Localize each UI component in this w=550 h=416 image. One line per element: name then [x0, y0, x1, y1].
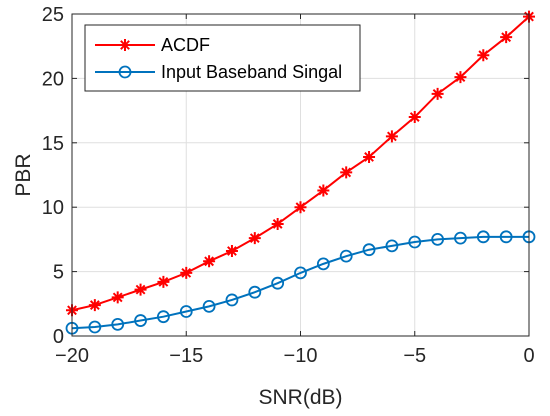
asterisk-marker-stroke — [271, 217, 284, 230]
asterisk-marker-stroke — [88, 299, 101, 312]
series-1-point — [180, 266, 193, 279]
series-1-point — [340, 166, 353, 179]
legend-label-1: ACDF — [161, 35, 210, 55]
series-1-point — [248, 232, 261, 245]
asterisk-marker-stroke — [385, 130, 398, 143]
series-1-point — [111, 291, 124, 304]
asterisk-marker-stroke — [363, 150, 376, 163]
series-2-point — [156, 310, 170, 324]
x-tick-label: −5 — [403, 345, 426, 367]
series-1-point — [271, 217, 284, 230]
series-1-point — [225, 244, 238, 257]
series-1-point — [317, 184, 330, 197]
series-group — [65, 10, 536, 335]
asterisk-marker-stroke — [180, 266, 193, 279]
series-2-point — [202, 299, 216, 313]
asterisk-marker-stroke — [408, 111, 421, 124]
series-2-point — [248, 285, 262, 299]
series-2-point — [294, 266, 307, 280]
series-1-point — [408, 111, 421, 124]
x-tick-label: −15 — [169, 345, 203, 367]
y-tick-label: 20 — [42, 68, 64, 90]
series-1-point — [157, 275, 170, 288]
series-1-point — [454, 71, 467, 84]
y-tick-label: 25 — [42, 4, 64, 26]
series-2-point — [225, 293, 239, 307]
series-2-point — [339, 249, 353, 263]
legend-marker-2 — [118, 65, 132, 79]
asterisk-marker-stroke — [317, 184, 330, 197]
series-2-point — [316, 257, 330, 271]
series-1-point — [385, 130, 398, 143]
series-1-point — [431, 87, 444, 100]
series-2-point — [88, 320, 102, 334]
legend-box — [84, 24, 361, 92]
tick-labels: −20 −15 −10 −5 0 0 5 10 15 20 25 — [42, 4, 535, 367]
y-axis-title: PBR — [12, 153, 35, 196]
legend-label-2: Input Baseband Singal — [161, 62, 342, 82]
asterisk-marker-stroke — [248, 232, 261, 245]
axis-ticks — [71, 13, 530, 337]
series-1-point — [134, 283, 147, 296]
y-tick-label: 0 — [53, 326, 64, 348]
asterisk-marker-stroke — [477, 49, 490, 62]
asterisk-marker-stroke — [500, 31, 513, 44]
legend-marker-1 — [119, 39, 131, 51]
series-1-point — [88, 299, 101, 312]
series-2-point — [454, 231, 467, 245]
series-line-2 — [71, 235, 529, 330]
series-2-point — [431, 232, 445, 246]
asterisk-marker-stroke — [119, 39, 131, 51]
series-2-point — [385, 239, 399, 253]
asterisk-marker-stroke — [454, 71, 467, 84]
series-1-point — [203, 255, 216, 268]
series-2-point — [111, 318, 125, 331]
asterisk-marker-stroke — [225, 244, 238, 257]
series-1-point — [477, 49, 490, 62]
series-1-point — [294, 201, 307, 214]
asterisk-marker-stroke — [134, 283, 147, 296]
x-tick-label: −10 — [284, 345, 318, 367]
series-2-point — [476, 230, 490, 244]
x-tick-label: −20 — [55, 345, 89, 367]
asterisk-marker-stroke — [431, 87, 444, 100]
series-2-point — [134, 314, 147, 327]
x-axis-title: SNR(dB) — [258, 386, 342, 409]
asterisk-marker-stroke — [111, 291, 124, 304]
series-1-point — [500, 31, 513, 44]
y-tick-label: 15 — [42, 133, 64, 155]
series-2-point — [179, 305, 193, 318]
series-2-point — [362, 243, 376, 257]
series-2-point — [271, 276, 285, 290]
legend: ACDF Input Baseband Singal — [84, 24, 361, 92]
series-1-point — [363, 150, 376, 163]
series-2-point — [499, 230, 513, 244]
asterisk-marker-stroke — [340, 166, 353, 179]
asterisk-marker-stroke — [203, 255, 216, 268]
asterisk-marker-stroke — [294, 201, 307, 214]
y-tick-label: 10 — [42, 197, 64, 219]
series-2-point — [408, 235, 422, 249]
y-tick-label: 5 — [53, 262, 64, 284]
asterisk-marker-stroke — [157, 275, 170, 288]
x-tick-label: 0 — [523, 345, 534, 367]
